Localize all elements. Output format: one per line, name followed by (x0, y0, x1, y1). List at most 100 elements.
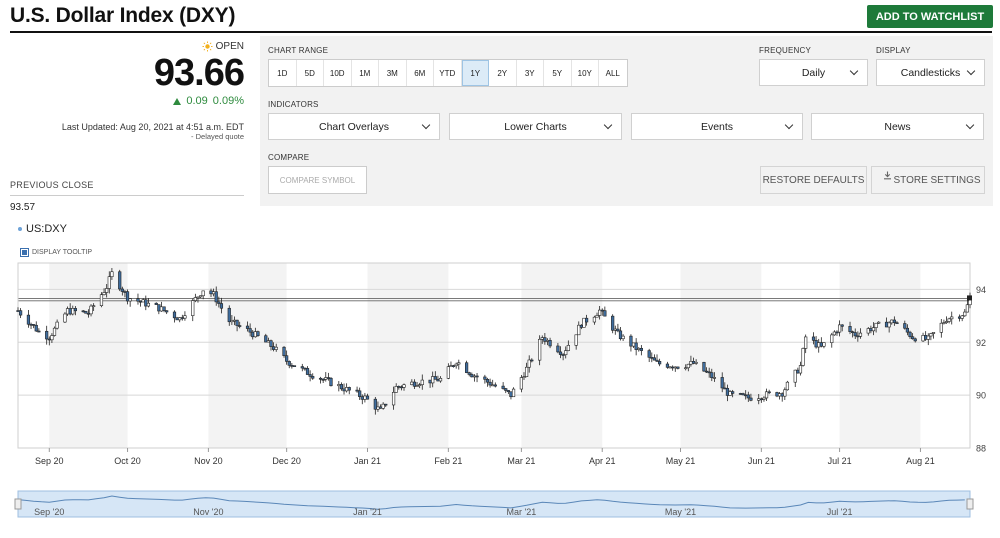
display-tooltip-toggle[interactable]: DISPLAY TOOLTIP (20, 248, 92, 257)
range-1d-button[interactable]: 1D (269, 60, 297, 86)
range-10d-button[interactable]: 10D (324, 60, 352, 86)
frequency-value: Daily (801, 66, 826, 79)
candle-body (397, 386, 401, 388)
candle-body (324, 377, 328, 380)
chart-overlays-dropdown[interactable]: Chart Overlays (268, 113, 440, 140)
candle-body (196, 296, 200, 299)
title-divider (10, 31, 992, 33)
candle-body (37, 330, 41, 333)
candle-body (631, 342, 636, 347)
candle-body (540, 337, 544, 340)
candle-body (157, 304, 161, 312)
candle-body (686, 363, 690, 369)
month-band (839, 263, 921, 448)
candle-body (138, 300, 143, 303)
add-to-watchlist-button[interactable]: ADD TO WATCHLIST (867, 5, 993, 28)
range-1m-button[interactable]: 1M (352, 60, 379, 86)
store-settings-button[interactable]: STORE SETTINGS (871, 166, 985, 194)
candle-body (71, 308, 75, 315)
lower-charts-label: Lower Charts (504, 120, 567, 133)
candle-body (287, 361, 291, 366)
range-1y-button[interactable]: 1Y (461, 60, 489, 86)
candle-body (329, 377, 333, 387)
candle-body (217, 301, 221, 304)
candle-body (504, 388, 508, 391)
candle-body (144, 299, 148, 307)
candle-body (947, 318, 951, 322)
candle-body (848, 326, 852, 332)
candle-body (702, 361, 706, 372)
candle-body (256, 331, 260, 336)
candle-body (556, 345, 560, 353)
candle-body (871, 327, 876, 332)
range-2y-button[interactable]: 2Y (489, 60, 517, 86)
news-dropdown[interactable]: News (811, 113, 984, 140)
candle-body (822, 342, 826, 347)
chart-controls: CHART RANGE 1D 5D 10D 1M 3M 6M YTD 1Y 2Y… (260, 36, 993, 206)
candle-body (32, 324, 36, 326)
events-dropdown[interactable]: Events (631, 113, 803, 140)
display-dropdown[interactable]: Candlesticks (876, 59, 985, 86)
range-5y-button[interactable]: 5Y (544, 60, 572, 86)
candle-body (603, 310, 607, 317)
candle-body (759, 398, 763, 401)
candle-body (402, 384, 406, 388)
candle-body (282, 346, 286, 356)
range-ytd-button[interactable]: YTD (434, 60, 462, 86)
candle-body (110, 271, 114, 278)
candle-body (775, 392, 779, 397)
candle-body (519, 377, 523, 390)
candle-body (723, 387, 727, 390)
candle-body (285, 355, 289, 362)
candle-body (566, 345, 570, 351)
candle-body (125, 291, 130, 302)
candle-body (837, 324, 842, 333)
x-tick-label: Aug 21 (906, 456, 935, 466)
candle-body (493, 384, 497, 387)
candle-body (634, 342, 638, 350)
change-value: 0.09 (186, 95, 208, 107)
candle-body (491, 384, 495, 387)
candle-body (321, 378, 325, 381)
display-label: DISPLAY (876, 46, 911, 55)
candle-body (598, 309, 602, 316)
candle-body (381, 403, 385, 409)
candle-body (472, 375, 477, 378)
chevron-down-icon (966, 66, 976, 76)
candle-body (34, 324, 38, 332)
range-all-button[interactable]: ALL (605, 68, 620, 78)
frequency-dropdown[interactable]: Daily (759, 59, 868, 86)
candle-body (488, 381, 492, 386)
candle-body (431, 376, 435, 384)
chart-range-buttons: 1D 5D 10D 1M 3M 6M YTD 1Y 2Y 3Y 5Y 10Y A… (268, 59, 628, 87)
x-tick-label: Jun 21 (748, 456, 775, 466)
store-settings-label: STORE SETTINGS (893, 174, 981, 186)
previous-close-value: 93.57 (10, 202, 36, 213)
candle-body (890, 319, 894, 324)
candle-body (582, 317, 586, 328)
price-chart[interactable]: 88 90 92 94 Sep 20 Oct 20 Nov 20 Dec 20 Jan 21 Fe… (0, 255, 1000, 538)
indicators-label: INDICATORS (268, 100, 319, 109)
candle-body (191, 300, 195, 316)
navigator-line (17, 495, 965, 510)
candle-body (339, 384, 344, 390)
range-3y-button[interactable]: 3Y (517, 60, 544, 86)
lower-charts-dropdown[interactable]: Lower Charts (449, 113, 622, 140)
range-5d-button[interactable]: 5D (297, 60, 324, 86)
candle-body (412, 381, 417, 387)
candle-body (384, 403, 388, 406)
candle-body (801, 348, 805, 366)
restore-defaults-button[interactable]: RESTORE DEFAULTS (760, 166, 867, 194)
candle-body (530, 359, 534, 362)
navigator-tick-label: Jul '21 (827, 507, 853, 517)
compare-symbol-input[interactable]: COMPARE SYMBOL (268, 166, 367, 194)
range-10y-button[interactable]: 10Y (572, 60, 599, 86)
candle-body (525, 366, 529, 377)
candle-body (162, 306, 166, 311)
range-6m-button[interactable]: 6M (407, 60, 434, 86)
range-3m-button[interactable]: 3M (379, 60, 407, 86)
candle-body (19, 310, 23, 316)
candle-body (851, 331, 855, 333)
candle-body (214, 291, 218, 303)
candle-body (689, 361, 693, 365)
